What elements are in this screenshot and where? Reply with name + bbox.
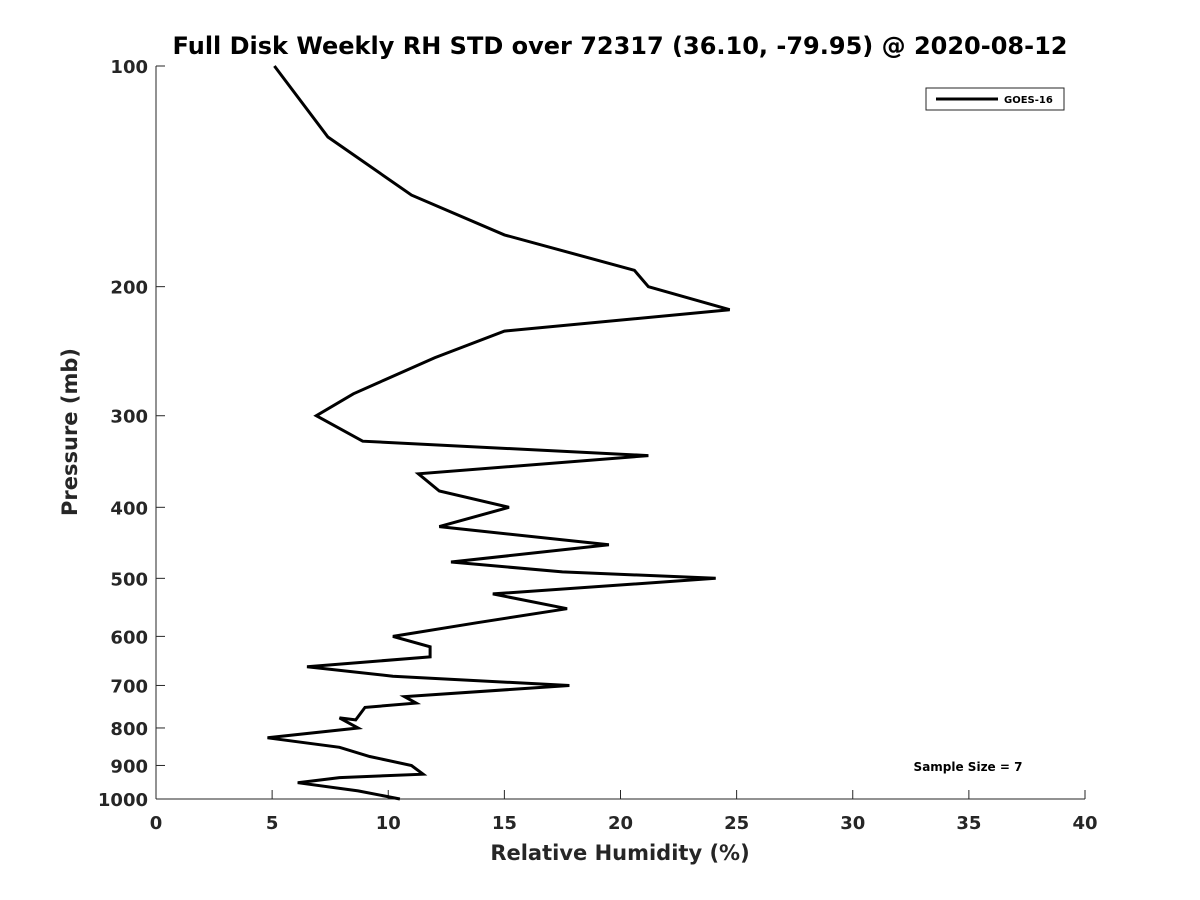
y-tick-label: 400 bbox=[110, 498, 148, 519]
x-tick-label: 0 bbox=[150, 813, 163, 834]
x-tick-label: 35 bbox=[956, 813, 981, 834]
plot-background bbox=[156, 66, 1085, 799]
x-tick-label: 40 bbox=[1072, 813, 1097, 834]
y-tick-label: 900 bbox=[110, 756, 148, 777]
y-tick-label: 700 bbox=[110, 676, 148, 697]
series-line-goes-16 bbox=[267, 65, 731, 801]
y-tick-label: 100 bbox=[110, 57, 148, 78]
x-axis-label: Relative Humidity (%) bbox=[490, 841, 749, 865]
x-tick-label: 5 bbox=[266, 813, 279, 834]
series-layer bbox=[267, 65, 731, 801]
plot-area: 0 5 10 15 20 25 30 35 40 100 200 300 400 500 600 700 80… bbox=[98, 57, 1098, 834]
x-tick-label: 15 bbox=[492, 813, 517, 834]
y-tick-label: 500 bbox=[110, 569, 148, 590]
sample-size-annotation: Sample Size = 7 bbox=[914, 760, 1023, 774]
x-tick-label: 20 bbox=[608, 813, 633, 834]
y-tick-label: 600 bbox=[110, 627, 148, 648]
x-tick-label: 25 bbox=[724, 813, 749, 834]
y-tick-label: 200 bbox=[110, 278, 148, 299]
x-ticks: 0 5 10 15 20 25 30 35 40 bbox=[150, 790, 1098, 834]
y-ticks: 100 200 300 400 500 600 700 800 900 1000 bbox=[98, 57, 165, 811]
x-tick-label: 30 bbox=[840, 813, 865, 834]
y-axis-label: Pressure (mb) bbox=[58, 348, 82, 516]
y-tick-label: 800 bbox=[110, 719, 148, 740]
chart-title: Full Disk Weekly RH STD over 72317 (36.1… bbox=[173, 32, 1068, 60]
x-tick-label: 10 bbox=[376, 813, 401, 834]
y-tick-label: 1000 bbox=[98, 790, 148, 811]
legend-label: GOES-16 bbox=[1004, 95, 1053, 106]
legend: GOES-16 bbox=[925, 87, 1065, 111]
y-tick-label: 300 bbox=[110, 407, 148, 428]
